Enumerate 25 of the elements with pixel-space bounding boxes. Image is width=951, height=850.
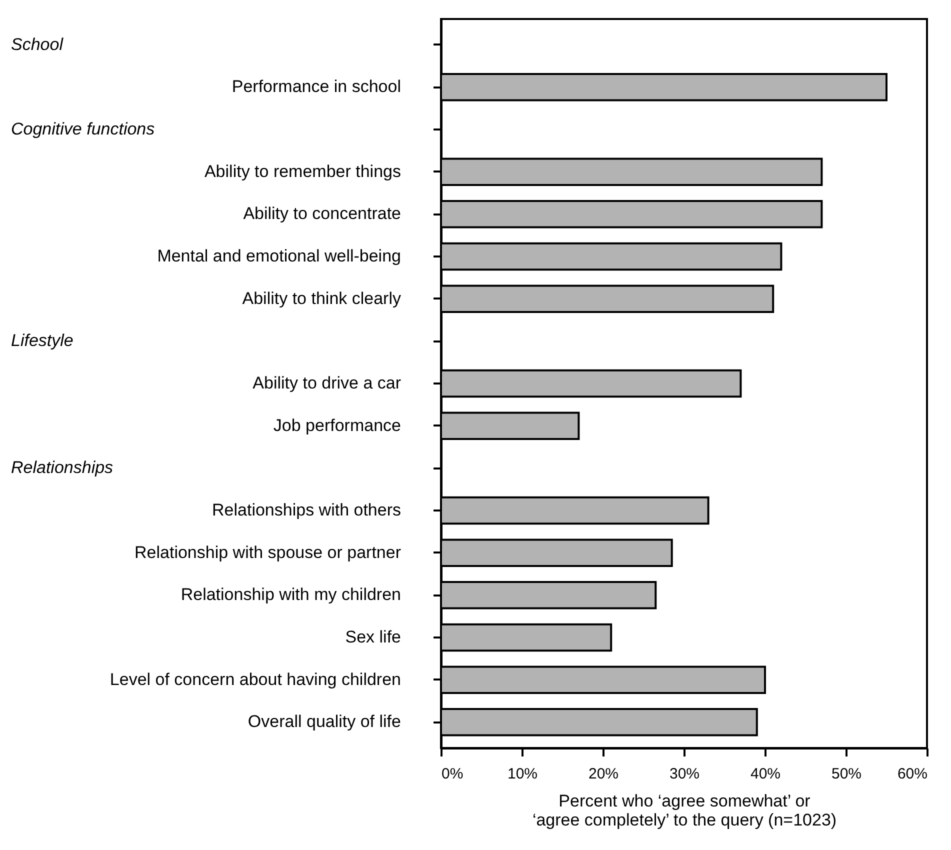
x-tick-label: 40% bbox=[750, 766, 781, 782]
x-tick-label: 10% bbox=[507, 766, 538, 782]
y-tick-label: Relationships with others bbox=[212, 500, 401, 520]
y-tick-label: Mental and emotional well-being bbox=[157, 246, 401, 266]
x-tick-label: 30% bbox=[669, 766, 700, 782]
x-axis-title: Percent who ‘agree somewhat’ or ‘agree completely’ to the query (n=1023) bbox=[532, 792, 837, 830]
y-tick-label: Overall quality of life bbox=[248, 712, 401, 732]
text: Relationships bbox=[11, 458, 114, 478]
x-tick-label: 60% bbox=[897, 766, 928, 782]
x-tick-label: 50% bbox=[831, 766, 862, 782]
y-tick-label: Ability to remember things bbox=[204, 162, 401, 181]
y-tick-label: Relationship with spouse or partner bbox=[134, 542, 402, 562]
y-tick-label: Ability to concentrate bbox=[243, 204, 401, 224]
x-tick-label: 20% bbox=[588, 766, 619, 782]
y-tick-label: Sex life bbox=[345, 628, 401, 647]
y-tick-label: Level of concern about having children bbox=[110, 670, 401, 689]
text: School bbox=[11, 34, 64, 54]
y-tick-label: Relationship with my children bbox=[180, 585, 401, 604]
text: Cognitive functions bbox=[11, 119, 156, 138]
y-tick-label: Ability to think clearly bbox=[242, 288, 402, 308]
x-tick-label: 0% bbox=[442, 766, 464, 782]
y-tick-label: Job performance bbox=[273, 416, 401, 435]
text: Lifestyle bbox=[11, 331, 74, 350]
y-tick-label: Ability to drive a car bbox=[252, 374, 402, 392]
y-tick-label: Performance in school bbox=[232, 77, 401, 96]
